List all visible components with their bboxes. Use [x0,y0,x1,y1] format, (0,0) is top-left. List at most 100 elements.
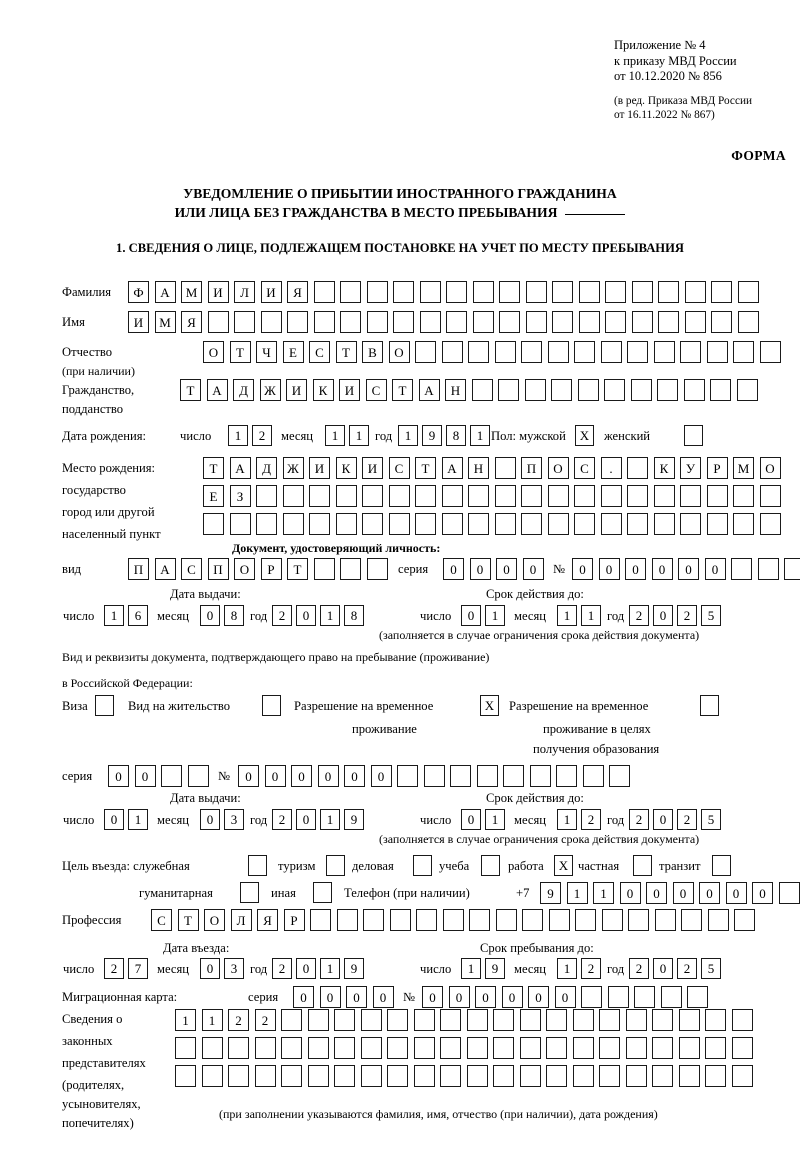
doc-number-cells-cell[interactable] [731,558,752,580]
birth-month-cells-cell[interactable]: 1 [349,425,369,446]
doc-number-cells-cell[interactable]: 0 [598,558,620,580]
birth-month-cells-cell[interactable]: 1 [325,425,345,446]
permit-number-cells-cell[interactable] [609,765,630,787]
citizenship-cells-cell[interactable] [551,379,572,401]
surname-cells-cell[interactable] [472,281,494,303]
permit-issue-month-cells-cell[interactable]: 3 [224,809,244,830]
legal-rep-row-2-cells-cell[interactable] [201,1037,223,1059]
doc-type-cells-cell[interactable] [340,558,361,580]
permit-valid-day-cells-cell[interactable]: 0 [461,809,481,830]
doc-type-cells-cell[interactable]: П [128,558,149,580]
patronymic-cells-cell[interactable]: Т [335,341,357,363]
migration-number-cells-cell[interactable]: 0 [422,986,443,1008]
birth-place-row-2-cells-cell[interactable] [733,485,754,507]
migration-series-cells-cell[interactable]: 0 [372,986,394,1008]
surname-cells-cell[interactable] [313,281,335,303]
birth-place-row-3-cells-cell[interactable] [203,513,224,535]
profession-cells-cell[interactable]: Т [177,909,199,931]
birth-place-row-3-cells-cell[interactable] [388,513,410,535]
profession-cells-cell[interactable] [522,909,543,931]
given-name-cells-cell[interactable]: М [154,311,176,333]
migration-number-cells-cell[interactable] [607,986,629,1008]
citizenship-cells-cell[interactable]: Т [180,379,201,401]
doc-series-cells-cell[interactable]: 0 [496,558,517,580]
doc-type-cells-cell[interactable] [366,558,388,580]
birth-place-row-2-cells-cell[interactable] [521,485,542,507]
birth-place-row-3-cells-cell[interactable] [335,513,357,535]
surname-cells-cell[interactable] [525,281,547,303]
doc-type-cells-cell[interactable]: П [207,558,229,580]
profession-cells-cell[interactable]: Р [283,909,305,931]
permit-number-cells-cell[interactable] [503,765,524,787]
legal-rep-row-3-cells-cell[interactable] [387,1065,408,1087]
citizenship-cells-cell[interactable] [604,379,625,401]
legal-rep-row-1-cells-cell[interactable] [678,1009,700,1031]
legal-rep-row-3-cells-cell[interactable] [334,1065,355,1087]
migration-series-cells-cell[interactable]: 0 [346,986,367,1008]
profession-cells-cell[interactable] [654,909,676,931]
profession-cells-cell[interactable] [575,909,596,931]
stay-year-cells-cell[interactable]: 5 [701,958,721,979]
surname-cells-cell[interactable] [658,281,679,303]
birth-place-row-3-cells-cell[interactable] [627,513,648,535]
migration-number-cells-cell[interactable]: 0 [528,986,549,1008]
legal-rep-row-1-cells-cell[interactable] [281,1009,302,1031]
legal-rep-row-2-cells-cell[interactable] [281,1037,302,1059]
migration-number-cells-cell[interactable]: 0 [554,986,576,1008]
patronymic-cells-cell[interactable]: О [388,341,410,363]
birth-place-row-1-cells-cell[interactable]: С [388,457,410,479]
legal-rep-row-2-cells-cell[interactable] [334,1037,355,1059]
citizenship-cells-cell[interactable] [710,379,731,401]
phone-cells-cell[interactable]: 9 [540,882,561,904]
citizenship-cells-cell[interactable]: К [312,379,334,401]
doc-issue-year-cells-cell[interactable]: 8 [344,605,364,626]
surname-cells-cell[interactable] [631,281,653,303]
doc-valid-year-cells-cell[interactable]: 0 [653,605,673,626]
given-name-cells-cell[interactable] [472,311,494,333]
permit-valid-month-cells-cell[interactable]: 1 [557,809,577,830]
patronymic-cells-cell[interactable] [706,341,728,363]
birth-place-row-2-cells-cell[interactable] [468,485,489,507]
birth-place-row-1-cells-cell[interactable]: М [733,457,754,479]
sex-female-checkbox[interactable] [684,425,703,446]
permit-number-cells-cell[interactable]: 0 [344,765,365,787]
birth-place-row-2-cells-cell[interactable] [415,485,436,507]
doc-number-cells-cell[interactable]: 0 [572,558,593,580]
profession-cells-cell[interactable]: О [204,909,225,931]
given-name-cells-cell[interactable] [366,311,388,333]
permit-issue-year-cells-cell[interactable]: 1 [320,809,340,830]
permit-issue-year-cells-cell[interactable]: 9 [344,809,364,830]
given-name-cells-cell[interactable] [658,311,679,333]
birth-place-row-1-cells-cell[interactable] [627,457,648,479]
surname-cells-cell[interactable] [605,281,626,303]
legal-rep-row-1-cells-cell[interactable] [705,1009,726,1031]
legal-rep-row-2-cells-cell[interactable] [493,1037,514,1059]
birth-day-cells-cell[interactable]: 2 [252,425,272,446]
permit-issue-day-cells-cell[interactable]: 1 [128,809,148,830]
profession-cells-cell[interactable] [363,909,384,931]
citizenship-cells-cell[interactable] [657,379,678,401]
birth-place-row-2-cells-cell[interactable] [706,485,728,507]
doc-number-cells-cell[interactable]: 0 [625,558,646,580]
doc-issue-year-cells-cell[interactable]: 0 [296,605,316,626]
surname-cells-cell[interactable]: И [207,281,229,303]
phone-cells-cell[interactable]: 0 [699,882,720,904]
given-name-cells-cell[interactable] [631,311,653,333]
legal-rep-row-1-cells-cell[interactable] [307,1009,329,1031]
legal-rep-row-3-cells-cell[interactable] [625,1065,647,1087]
permit-number-cells-cell[interactable] [423,765,445,787]
birth-place-row-2-cells-cell[interactable] [680,485,701,507]
profession-cells-cell[interactable] [389,909,411,931]
doc-valid-day-cells-cell[interactable]: 0 [461,605,481,626]
doc-number-cells-cell[interactable] [784,558,800,580]
permit-valid-year-cells-cell[interactable]: 2 [677,809,697,830]
legal-rep-row-1-cells-cell[interactable] [493,1009,514,1031]
legal-rep-row-3-cells-cell[interactable] [705,1065,726,1087]
legal-rep-row-3-cells-cell[interactable] [201,1065,223,1087]
legal-rep-row-2-cells-cell[interactable] [678,1037,700,1059]
legal-rep-row-3-cells-cell[interactable] [652,1065,673,1087]
permit-number-cells-cell[interactable]: 0 [264,765,286,787]
doc-number-cells-cell[interactable]: 0 [651,558,673,580]
legal-rep-row-2-cells-cell[interactable] [228,1037,249,1059]
doc-number-cells-cell[interactable]: 0 [678,558,699,580]
